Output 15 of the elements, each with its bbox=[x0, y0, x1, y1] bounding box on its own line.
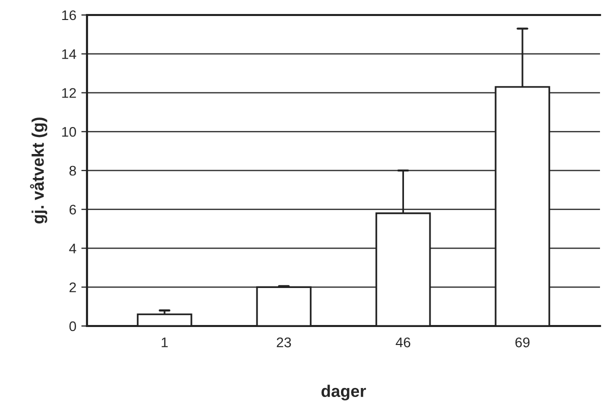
y-tick-label: 10 bbox=[62, 126, 76, 137]
y-tick-label: 12 bbox=[62, 88, 76, 98]
y-tick-label: 14 bbox=[62, 49, 76, 59]
y-tick-label: 2 bbox=[70, 282, 76, 292]
x-axis-title: dager bbox=[321, 384, 366, 400]
x-tick-label: 46 bbox=[396, 337, 410, 348]
x-tick-label: 69 bbox=[515, 337, 530, 348]
x-tick-label: 1 bbox=[162, 338, 168, 348]
y-tick-label: 8 bbox=[69, 166, 76, 176]
x-tick-label: 23 bbox=[276, 337, 291, 348]
y-tick-label: 16 bbox=[62, 10, 76, 20]
y-tick-label: 4 bbox=[69, 244, 76, 254]
y-tick-label: 6 bbox=[70, 204, 76, 215]
y-tick-label: 0 bbox=[69, 321, 76, 332]
y-axis-title: gj. våtvekt (g) bbox=[30, 118, 48, 224]
